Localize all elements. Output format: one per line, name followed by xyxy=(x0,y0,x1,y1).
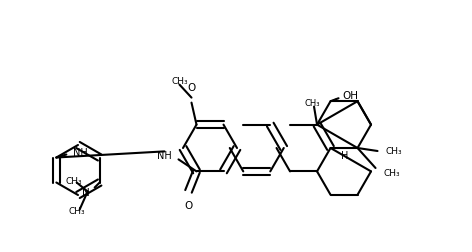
Text: O: O xyxy=(187,83,195,93)
Text: CH₃: CH₃ xyxy=(171,77,188,86)
Text: O: O xyxy=(185,201,193,211)
Text: CH₃: CH₃ xyxy=(304,99,320,108)
Text: OH: OH xyxy=(343,91,359,101)
Text: CH₃: CH₃ xyxy=(68,206,85,215)
Text: H: H xyxy=(340,151,348,161)
Text: NH: NH xyxy=(157,151,171,161)
Text: NH: NH xyxy=(73,147,88,158)
Text: N: N xyxy=(82,187,90,198)
Text: CH₃: CH₃ xyxy=(65,177,82,186)
Text: CH₃: CH₃ xyxy=(384,169,400,177)
Text: CH₃: CH₃ xyxy=(386,146,402,155)
